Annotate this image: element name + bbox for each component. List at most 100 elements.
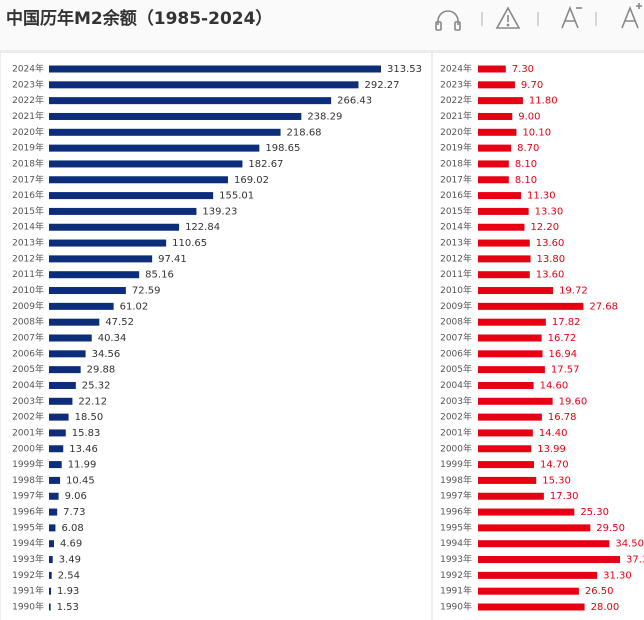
category-label: 2005年 bbox=[12, 363, 44, 375]
category-label: 2004年 bbox=[12, 379, 44, 391]
value-label: 12.20 bbox=[530, 222, 559, 233]
value-label: 1.93 bbox=[57, 586, 79, 597]
value-label: 11.30 bbox=[527, 191, 556, 202]
bar bbox=[49, 524, 56, 532]
value-label: 37.30 bbox=[626, 555, 644, 566]
value-label: 28.00 bbox=[591, 602, 620, 613]
toolbar bbox=[435, 3, 642, 31]
category-label: 1992年 bbox=[12, 569, 44, 581]
value-label: 9.00 bbox=[518, 111, 540, 122]
value-label: 139.23 bbox=[202, 206, 237, 217]
category-label: 1994年 bbox=[440, 537, 472, 549]
value-label: 31.30 bbox=[603, 570, 632, 581]
bar bbox=[49, 603, 51, 611]
value-label: 19.72 bbox=[559, 286, 588, 297]
bar bbox=[478, 81, 515, 89]
category-label: 1991年 bbox=[440, 585, 472, 597]
category-label: 1995年 bbox=[440, 521, 472, 533]
bar bbox=[49, 207, 197, 215]
bar bbox=[49, 176, 228, 184]
category-label: 2018年 bbox=[440, 157, 472, 169]
category-label: 2019年 bbox=[440, 142, 472, 154]
bar bbox=[478, 160, 509, 168]
value-label: 1.53 bbox=[57, 602, 79, 613]
bar bbox=[49, 144, 260, 152]
category-label: 1990年 bbox=[12, 601, 44, 613]
category-label: 2011年 bbox=[12, 268, 44, 280]
category-label: 2008年 bbox=[440, 316, 472, 328]
category-label: 1994年 bbox=[12, 537, 44, 549]
category-label: 2010年 bbox=[440, 284, 472, 296]
value-label: 29.50 bbox=[596, 523, 625, 534]
value-label: 122.84 bbox=[185, 222, 220, 233]
category-label: 2019年 bbox=[12, 142, 44, 154]
value-label: 85.16 bbox=[145, 270, 174, 281]
bar bbox=[478, 302, 584, 310]
bar bbox=[478, 350, 543, 358]
bar bbox=[478, 334, 542, 342]
bar bbox=[478, 176, 509, 184]
bar bbox=[478, 239, 530, 247]
category-label: 1998年 bbox=[440, 474, 472, 486]
report-icon[interactable] bbox=[495, 6, 521, 29]
category-label: 1996年 bbox=[12, 506, 44, 518]
value-label: 3.49 bbox=[59, 555, 81, 566]
bar bbox=[478, 429, 533, 437]
value-label: 110.65 bbox=[172, 238, 207, 249]
bar bbox=[49, 128, 281, 136]
category-label: 2001年 bbox=[440, 426, 472, 438]
category-label: 2020年 bbox=[12, 126, 44, 138]
value-label: 7.30 bbox=[512, 64, 534, 75]
bar bbox=[478, 556, 620, 564]
category-label: 1992年 bbox=[440, 569, 472, 581]
bar bbox=[478, 508, 575, 516]
category-label: 2014年 bbox=[12, 221, 44, 233]
category-label: 2007年 bbox=[440, 332, 472, 344]
bar bbox=[478, 255, 531, 263]
value-label: 182.67 bbox=[248, 159, 283, 170]
bar bbox=[478, 603, 585, 611]
value-label: 9.06 bbox=[65, 491, 87, 502]
value-label: 25.32 bbox=[82, 380, 111, 391]
category-label: 1998年 bbox=[12, 474, 44, 486]
value-label: 15.83 bbox=[72, 428, 101, 439]
category-label: 2023年 bbox=[12, 78, 44, 90]
bar bbox=[49, 65, 381, 73]
bar bbox=[478, 571, 598, 579]
listen-icon[interactable] bbox=[435, 10, 461, 31]
value-label: 13.60 bbox=[536, 270, 565, 281]
value-label: 292.27 bbox=[364, 80, 399, 91]
bar bbox=[49, 223, 180, 231]
value-label: 29.88 bbox=[87, 365, 116, 376]
bar bbox=[49, 397, 73, 405]
category-label: 2002年 bbox=[440, 411, 472, 423]
bar bbox=[49, 81, 359, 89]
bar bbox=[478, 540, 610, 548]
category-label: 2011年 bbox=[440, 268, 472, 280]
bar bbox=[478, 207, 529, 215]
bar bbox=[478, 144, 512, 152]
value-label: 266.43 bbox=[337, 96, 372, 107]
category-label: 2016年 bbox=[12, 189, 44, 201]
font-smaller-icon[interactable] bbox=[561, 5, 582, 29]
category-label: 2010年 bbox=[12, 284, 44, 296]
bar bbox=[478, 128, 517, 136]
value-label: 34.50 bbox=[615, 539, 644, 550]
value-label: 17.57 bbox=[551, 365, 580, 376]
bar bbox=[49, 587, 52, 595]
bar bbox=[49, 366, 81, 374]
font-larger-icon[interactable] bbox=[621, 3, 642, 29]
bar bbox=[478, 492, 544, 500]
value-label: 16.94 bbox=[548, 349, 577, 360]
value-label: 4.69 bbox=[60, 539, 82, 550]
bar bbox=[478, 97, 523, 105]
category-label: 2004年 bbox=[440, 379, 472, 391]
category-label: 2015年 bbox=[12, 205, 44, 217]
value-label: 13.46 bbox=[69, 444, 98, 455]
value-label: 17.30 bbox=[550, 491, 579, 502]
value-label: 15.30 bbox=[542, 475, 571, 486]
bar bbox=[478, 65, 506, 73]
category-label: 2002年 bbox=[12, 411, 44, 423]
